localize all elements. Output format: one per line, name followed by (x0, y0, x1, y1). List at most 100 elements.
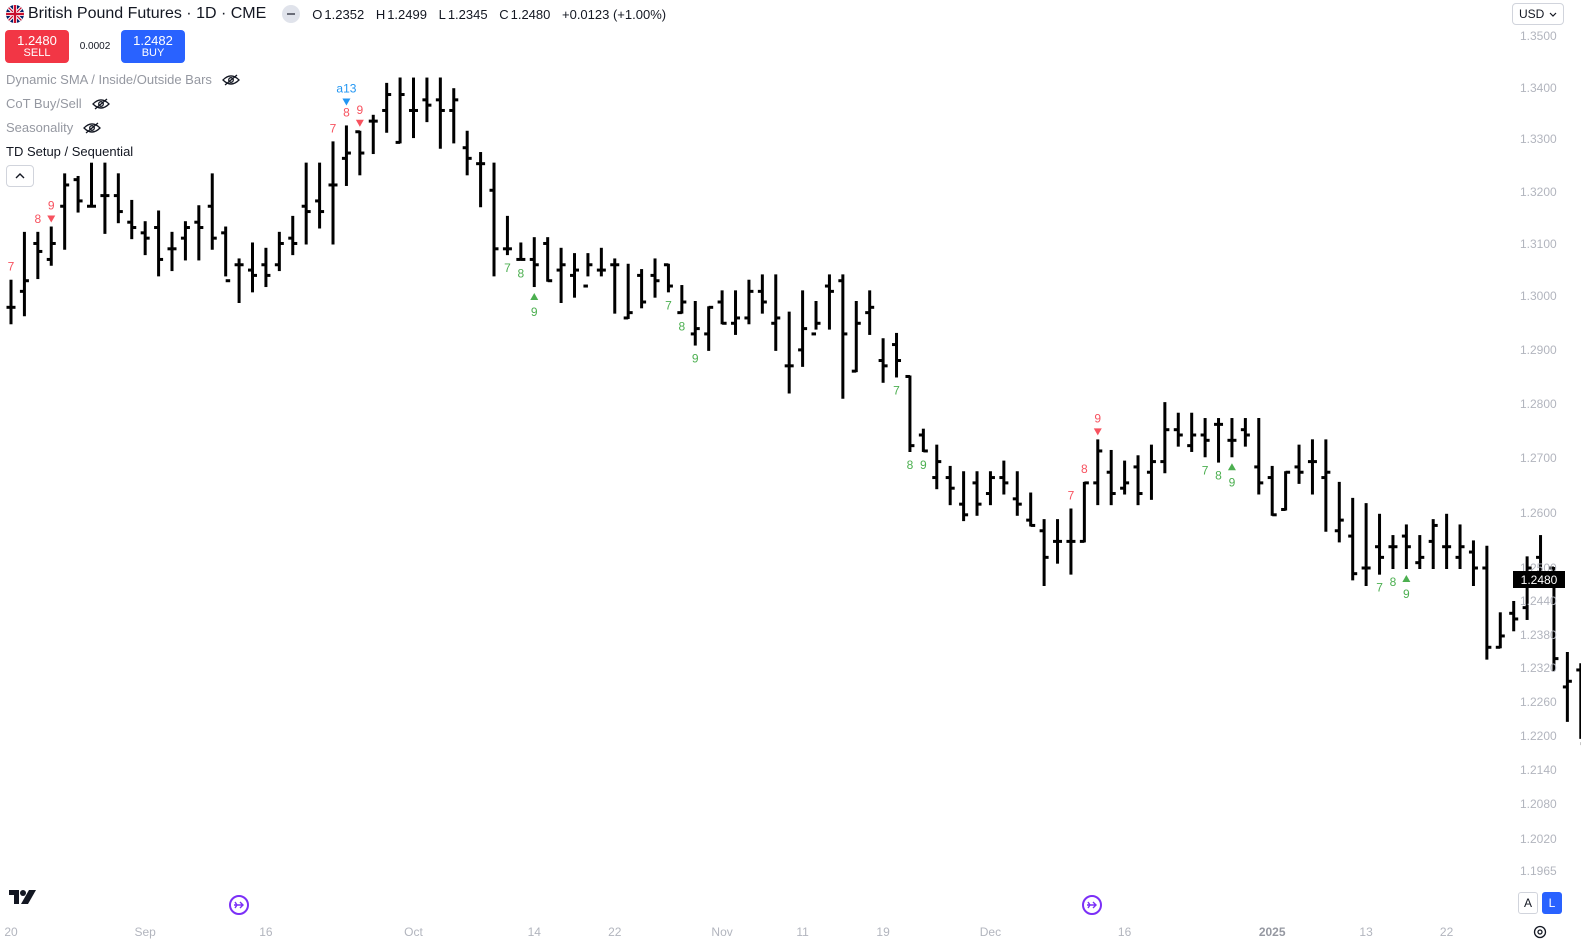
time-tick-label: 13 (1359, 925, 1373, 939)
ohlc-bar (1442, 513, 1452, 569)
log-scale-button[interactable]: L (1542, 892, 1562, 914)
time-tick-label: 22 (1439, 925, 1454, 939)
td-buy-arrow (1227, 463, 1236, 471)
td-count-label: 9 (356, 103, 363, 117)
price-tick-label: 1.2020 (1520, 832, 1557, 846)
indicator-dynamic-sma[interactable]: Dynamic SMA / Inside/Outside Bars (6, 72, 240, 87)
eye-hidden-icon[interactable] (222, 74, 240, 86)
td-count-label: 9 (531, 305, 538, 319)
ohlc-bar (315, 162, 325, 229)
ohlc-bar (476, 152, 486, 208)
ohlc-bar (462, 130, 472, 176)
ohlc-bar (368, 114, 378, 155)
ohlc-bar (798, 290, 808, 367)
ohlc-bar (1509, 600, 1519, 632)
ohlc-bar (167, 231, 177, 272)
ohlc-bar (1468, 540, 1478, 586)
time-tick-label: Sep (134, 925, 156, 939)
ohlc-bar (288, 215, 298, 256)
td-count-label: 8 (343, 105, 350, 119)
ohlc-bar (851, 301, 861, 373)
ohlc-bar (221, 226, 231, 283)
ohlc-bar (663, 263, 673, 293)
ohlc-bar (1522, 556, 1532, 620)
price-tick-label: 1.3100 (1520, 237, 1557, 251)
ohlc-bar (690, 301, 700, 346)
indicator-cot[interactable]: CoT Buy/Sell (6, 96, 110, 111)
change-value: +0.0123 (+1.00%) (562, 6, 667, 22)
ohlc-bar (87, 162, 97, 208)
collapse-legend-button[interactable] (282, 5, 301, 23)
ohlc-bar (610, 258, 620, 314)
ohlc-bar (905, 374, 915, 452)
ohlc-bar (435, 77, 445, 149)
ohlc-bar (623, 263, 633, 320)
ohlc-bar (1334, 481, 1344, 543)
time-tick-label: Nov (711, 925, 733, 939)
event-arrow-icon (234, 901, 244, 909)
auto-scale-button[interactable]: A (1518, 892, 1538, 914)
ohlc-bar (60, 173, 70, 250)
indicator-td-sequential[interactable]: TD Setup / Sequential (6, 144, 133, 159)
price-tick-label: 1.3000 (1520, 289, 1557, 303)
collapse-indicators-button[interactable] (6, 165, 34, 187)
price-tick-label: 1.2600 (1520, 506, 1557, 520)
ohlc-bar (583, 253, 593, 288)
settings-gear-icon[interactable] (1532, 924, 1548, 940)
td-count-label: 8 (1215, 469, 1222, 483)
ohlc-bar (1455, 524, 1465, 569)
td-count-label: 7 (1202, 463, 1209, 477)
ohlc-bar (999, 460, 1009, 495)
ohlc-bar (1415, 535, 1425, 569)
indicator-seasonality[interactable]: Seasonality (6, 120, 102, 135)
ohlc-bar (1214, 418, 1224, 463)
uk-flag-icon (6, 5, 24, 23)
high-value: 1.2499 (387, 6, 427, 22)
indicator-label: Seasonality (6, 120, 74, 135)
open-label: O (312, 6, 323, 22)
ohlc-bar (1321, 439, 1331, 532)
td-count-label: 7 (504, 261, 511, 275)
ohlc-bar (489, 162, 499, 277)
economic-event-marker[interactable] (229, 895, 249, 915)
td-count-label: 7 (665, 298, 672, 312)
economic-event-marker[interactable] (1082, 895, 1102, 915)
chart-header: British Pound Futures · 1D · CME O 1.2352… (6, 4, 668, 24)
ohlc-bar (918, 428, 928, 453)
buy-button[interactable]: 1.2482 BUY (121, 30, 185, 63)
ohlc-bar (180, 221, 190, 261)
chevron-up-icon (15, 173, 25, 179)
ohlc-bar (1361, 503, 1371, 586)
ohlc-bar (677, 285, 687, 315)
td-count-label: 7 (8, 260, 15, 274)
ohlc-bar (1173, 412, 1183, 447)
currency-select[interactable]: USD (1512, 3, 1564, 25)
ohlc-bar (744, 279, 754, 325)
price-tick-label: 1.2140 (1520, 763, 1557, 777)
ohlc-bar (1267, 465, 1277, 517)
symbol-title[interactable]: British Pound Futures · 1D · CME (28, 5, 267, 22)
ohlc-bar (274, 231, 284, 272)
time-tick-label: 14 (527, 925, 541, 939)
trade-panel: 1.2480 SELL 0.0002 1.2482 BUY (5, 30, 185, 63)
sell-button[interactable]: 1.2480 SELL (5, 30, 69, 63)
td-count-label: 8 (1390, 575, 1397, 589)
eye-hidden-icon[interactable] (91, 98, 110, 110)
ohlc-bar (784, 311, 794, 394)
close-value: 1.2480 (510, 6, 551, 22)
time-tick-label: 19 (876, 925, 890, 939)
ohlc-bar (838, 274, 848, 399)
ohlc-bar (1576, 663, 1581, 746)
ohlc-bar (113, 173, 123, 224)
tradingview-logo[interactable] (8, 888, 40, 911)
time-tick-label: 11 (796, 925, 809, 939)
ohlc-bar (1562, 651, 1572, 722)
td-count-label: a13 (336, 81, 356, 95)
ohlc-bar (1428, 519, 1438, 569)
ohlc-bar (556, 247, 566, 303)
ohlc-bar (1307, 439, 1317, 495)
price-tick-label: 1.2900 (1520, 343, 1557, 357)
eye-hidden-icon[interactable] (83, 122, 102, 134)
